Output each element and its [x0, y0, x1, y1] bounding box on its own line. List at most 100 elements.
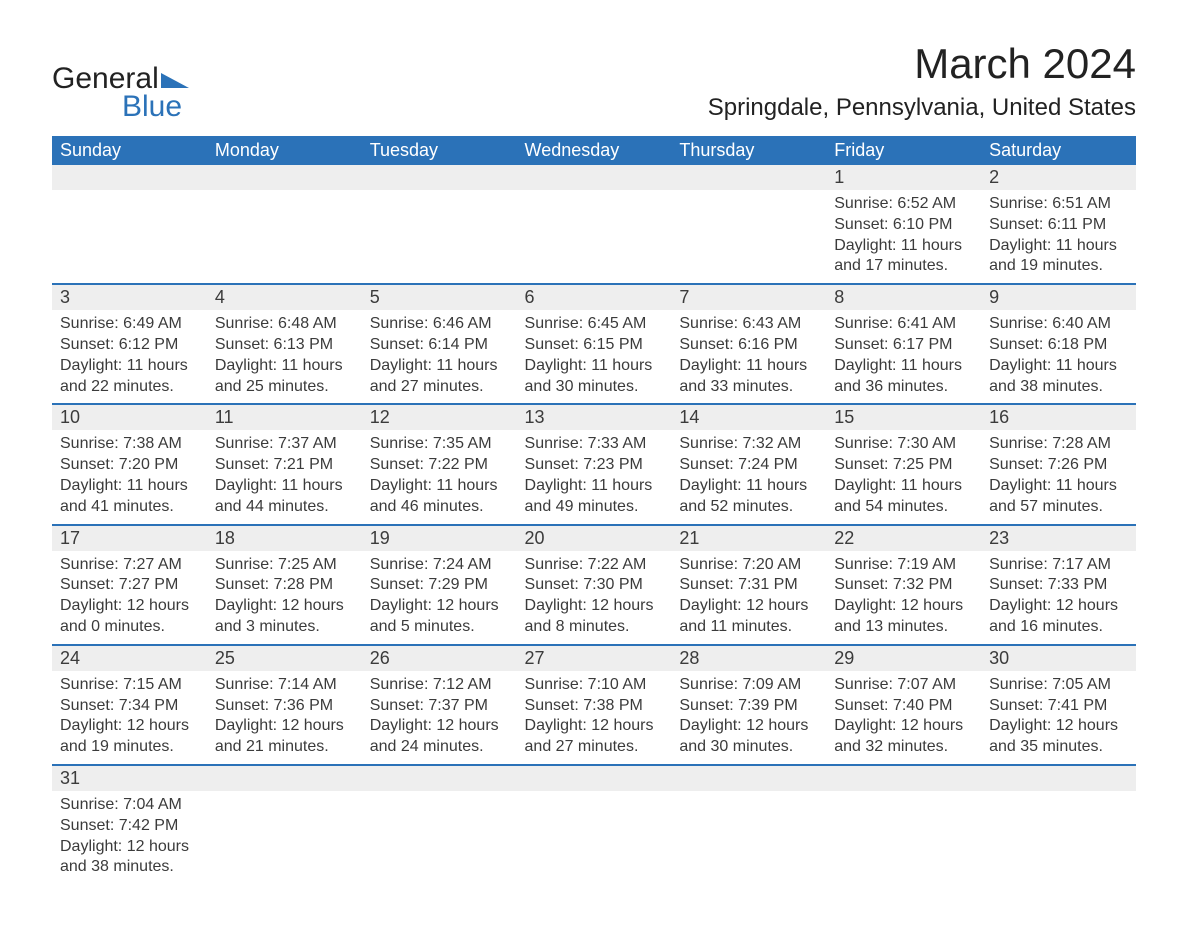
detail-row: Sunrise: 6:49 AMSunset: 6:12 PMDaylight:… [52, 310, 1136, 404]
day-detail-cell: Sunrise: 7:24 AMSunset: 7:29 PMDaylight:… [362, 551, 517, 645]
sunset-line: Sunset: 7:37 PM [370, 696, 509, 717]
calendar-body: 12Sunrise: 6:52 AMSunset: 6:10 PMDayligh… [52, 165, 1136, 884]
day-number-cell: 29 [826, 645, 981, 671]
day-detail-cell: Sunrise: 7:38 AMSunset: 7:20 PMDaylight:… [52, 430, 207, 524]
day-detail-cell: Sunrise: 7:30 AMSunset: 7:25 PMDaylight:… [826, 430, 981, 524]
sunset-line: Sunset: 7:33 PM [989, 575, 1128, 596]
sunset-line: Sunset: 7:38 PM [525, 696, 664, 717]
daylight-line: Daylight: 11 hours and 41 minutes. [60, 476, 199, 518]
day-number-cell: 31 [52, 765, 207, 791]
sunrise-line: Sunrise: 6:45 AM [525, 314, 664, 335]
sunset-line: Sunset: 7:20 PM [60, 455, 199, 476]
sunrise-line: Sunrise: 7:12 AM [370, 675, 509, 696]
day-detail-cell [517, 190, 672, 284]
day-number-cell [671, 765, 826, 791]
weekday-header: Wednesday [517, 136, 672, 165]
day-detail-cell: Sunrise: 7:12 AMSunset: 7:37 PMDaylight:… [362, 671, 517, 765]
sunset-line: Sunset: 7:41 PM [989, 696, 1128, 717]
sunrise-line: Sunrise: 7:32 AM [679, 434, 818, 455]
weekday-header: Monday [207, 136, 362, 165]
sunset-line: Sunset: 7:32 PM [834, 575, 973, 596]
sunrise-line: Sunrise: 6:51 AM [989, 194, 1128, 215]
day-number-cell [826, 765, 981, 791]
sunrise-line: Sunrise: 7:14 AM [215, 675, 354, 696]
daylight-line: Daylight: 11 hours and 52 minutes. [679, 476, 818, 518]
day-detail-cell [362, 791, 517, 884]
daylight-line: Daylight: 12 hours and 11 minutes. [679, 596, 818, 638]
day-detail-cell: Sunrise: 7:35 AMSunset: 7:22 PMDaylight:… [362, 430, 517, 524]
day-number-cell: 16 [981, 404, 1136, 430]
daylight-line: Daylight: 11 hours and 38 minutes. [989, 356, 1128, 398]
sunrise-line: Sunrise: 7:17 AM [989, 555, 1128, 576]
daylight-line: Daylight: 12 hours and 5 minutes. [370, 596, 509, 638]
sunrise-line: Sunrise: 7:10 AM [525, 675, 664, 696]
day-detail-cell: Sunrise: 6:40 AMSunset: 6:18 PMDaylight:… [981, 310, 1136, 404]
sunrise-line: Sunrise: 7:24 AM [370, 555, 509, 576]
day-number-cell: 6 [517, 284, 672, 310]
sunset-line: Sunset: 7:29 PM [370, 575, 509, 596]
sunrise-line: Sunrise: 6:40 AM [989, 314, 1128, 335]
sunset-line: Sunset: 6:12 PM [60, 335, 199, 356]
daylight-line: Daylight: 12 hours and 21 minutes. [215, 716, 354, 758]
day-detail-cell [671, 190, 826, 284]
day-detail-cell: Sunrise: 6:52 AMSunset: 6:10 PMDaylight:… [826, 190, 981, 284]
daylight-line: Daylight: 12 hours and 38 minutes. [60, 837, 199, 879]
day-number-cell [517, 165, 672, 190]
day-detail-cell: Sunrise: 6:48 AMSunset: 6:13 PMDaylight:… [207, 310, 362, 404]
sunset-line: Sunset: 7:25 PM [834, 455, 973, 476]
daylight-line: Daylight: 12 hours and 8 minutes. [525, 596, 664, 638]
daylight-line: Daylight: 11 hours and 57 minutes. [989, 476, 1128, 518]
sunset-line: Sunset: 6:10 PM [834, 215, 973, 236]
detail-row: Sunrise: 7:27 AMSunset: 7:27 PMDaylight:… [52, 551, 1136, 645]
day-detail-cell: Sunrise: 6:46 AMSunset: 6:14 PMDaylight:… [362, 310, 517, 404]
day-detail-cell: Sunrise: 7:32 AMSunset: 7:24 PMDaylight:… [671, 430, 826, 524]
detail-row: Sunrise: 7:04 AMSunset: 7:42 PMDaylight:… [52, 791, 1136, 884]
day-detail-cell: Sunrise: 7:09 AMSunset: 7:39 PMDaylight:… [671, 671, 826, 765]
day-detail-cell [207, 791, 362, 884]
daylight-line: Daylight: 11 hours and 27 minutes. [370, 356, 509, 398]
sunset-line: Sunset: 6:18 PM [989, 335, 1128, 356]
sunset-line: Sunset: 6:15 PM [525, 335, 664, 356]
day-number-cell [362, 165, 517, 190]
day-detail-cell: Sunrise: 7:07 AMSunset: 7:40 PMDaylight:… [826, 671, 981, 765]
daylight-line: Daylight: 12 hours and 24 minutes. [370, 716, 509, 758]
day-number-cell: 2 [981, 165, 1136, 190]
daylight-line: Daylight: 11 hours and 33 minutes. [679, 356, 818, 398]
sunset-line: Sunset: 7:22 PM [370, 455, 509, 476]
day-number-cell: 4 [207, 284, 362, 310]
daylight-line: Daylight: 12 hours and 16 minutes. [989, 596, 1128, 638]
sunset-line: Sunset: 7:21 PM [215, 455, 354, 476]
sunset-line: Sunset: 7:26 PM [989, 455, 1128, 476]
daylight-line: Daylight: 12 hours and 0 minutes. [60, 596, 199, 638]
day-number-cell: 8 [826, 284, 981, 310]
sunrise-line: Sunrise: 7:28 AM [989, 434, 1128, 455]
daylight-line: Daylight: 12 hours and 19 minutes. [60, 716, 199, 758]
day-detail-cell: Sunrise: 7:20 AMSunset: 7:31 PMDaylight:… [671, 551, 826, 645]
day-number-cell: 30 [981, 645, 1136, 671]
daylight-line: Daylight: 12 hours and 32 minutes. [834, 716, 973, 758]
day-detail-cell: Sunrise: 6:41 AMSunset: 6:17 PMDaylight:… [826, 310, 981, 404]
weekday-header: Tuesday [362, 136, 517, 165]
day-number-cell: 13 [517, 404, 672, 430]
day-detail-cell [52, 190, 207, 284]
daylight-line: Daylight: 12 hours and 30 minutes. [679, 716, 818, 758]
day-detail-cell: Sunrise: 7:10 AMSunset: 7:38 PMDaylight:… [517, 671, 672, 765]
day-number-cell: 3 [52, 284, 207, 310]
header-bar: General Blue March 2024 Springdale, Penn… [52, 40, 1136, 122]
sunrise-line: Sunrise: 7:27 AM [60, 555, 199, 576]
daylight-line: Daylight: 11 hours and 46 minutes. [370, 476, 509, 518]
daynum-row: 31 [52, 765, 1136, 791]
daynum-row: 3456789 [52, 284, 1136, 310]
sunset-line: Sunset: 7:40 PM [834, 696, 973, 717]
day-number-cell [207, 765, 362, 791]
day-detail-cell [671, 791, 826, 884]
sunrise-line: Sunrise: 6:43 AM [679, 314, 818, 335]
day-detail-cell: Sunrise: 7:17 AMSunset: 7:33 PMDaylight:… [981, 551, 1136, 645]
day-number-cell: 1 [826, 165, 981, 190]
day-number-cell: 17 [52, 525, 207, 551]
logo-flag-icon [161, 73, 189, 88]
sunset-line: Sunset: 6:14 PM [370, 335, 509, 356]
sunrise-line: Sunrise: 7:05 AM [989, 675, 1128, 696]
detail-row: Sunrise: 7:38 AMSunset: 7:20 PMDaylight:… [52, 430, 1136, 524]
daylight-line: Daylight: 11 hours and 22 minutes. [60, 356, 199, 398]
